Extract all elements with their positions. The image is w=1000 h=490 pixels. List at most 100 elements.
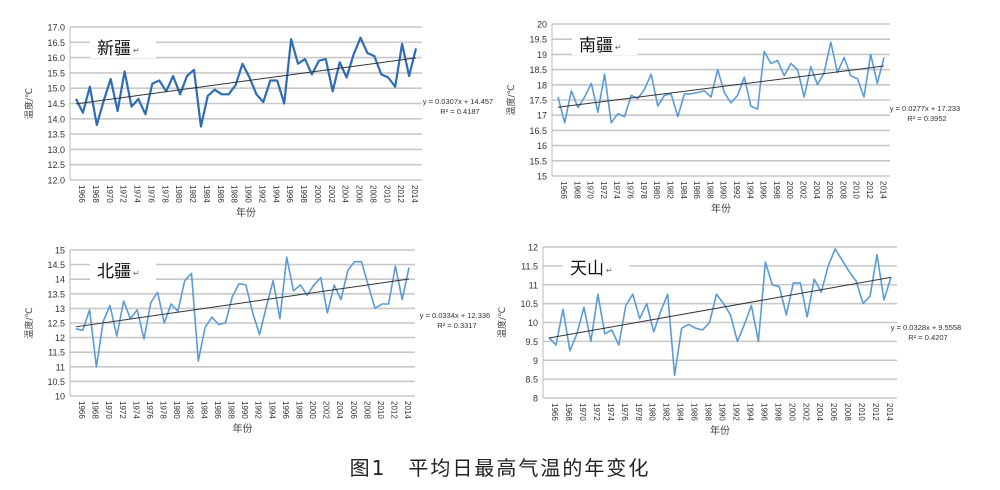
series-line	[557, 41, 885, 124]
x-tick-label: 2004	[335, 401, 344, 419]
x-tick-label: 1976	[620, 403, 629, 421]
chart-xinjiang: 12.0 12.5 13.0 13.5 14.0 14.5 15.0 15.5 16.0 16.5…	[23, 23, 493, 220]
x-tick-label: 2014	[410, 185, 419, 203]
title-background	[90, 36, 156, 58]
x-tick-label: 1994	[745, 181, 754, 199]
trend-equation: y = 0.0277x + 17.233	[890, 104, 960, 113]
x-tick-label: 1994	[267, 401, 276, 419]
return-mark-icon: ↵	[615, 43, 622, 52]
y-tick-label: 18.5	[529, 65, 547, 75]
x-tick-label: 2006	[355, 185, 364, 203]
x-tick-label: 2002	[801, 403, 810, 421]
x-tick-label: 1992	[731, 403, 740, 421]
trend-line	[75, 278, 410, 328]
chart-tianshan: 8 8.5 9 9.5 10 10.5 11 11.5 12 1966 1968 1970 1972 19…	[496, 243, 961, 438]
y-tick-label: 12.0	[47, 176, 65, 186]
x-tick-label: 1966	[77, 401, 86, 419]
x-tick-label: 1988	[230, 185, 239, 203]
y-tick-label: 14.5	[47, 260, 65, 270]
y-tick-label: 16.5	[47, 38, 65, 48]
x-tick-label: 1996	[285, 185, 294, 203]
y-tick-label: 15.5	[529, 156, 547, 166]
y-tick-label: 17.5	[529, 96, 547, 106]
x-tick-label: 1984	[676, 403, 685, 421]
x-tick-label: 1982	[662, 403, 671, 421]
x-tick-label: 2014	[878, 181, 887, 199]
x-tick-label: 2012	[390, 401, 399, 419]
y-tick-label: 12	[55, 333, 65, 343]
x-tick-label: 1982	[665, 181, 674, 199]
x-tick-label: 1974	[131, 401, 140, 419]
x-tick-label: 1984	[202, 185, 211, 203]
chart-beijiang: 10 10.5 11 11.5 12 12.5 13 13.5 14 14.5 15 1966 1968…	[23, 246, 490, 436]
x-tick-label: 2000	[313, 185, 322, 203]
x-tick-label: 1970	[586, 181, 595, 199]
trend-r2: R² = 0.3317	[437, 321, 476, 330]
x-tick-label: 2010	[852, 181, 861, 199]
trend-equation: y = 0.0334x + 12.336	[420, 311, 490, 320]
y-tick-label: 13.5	[47, 289, 65, 299]
x-tick-label: 1986	[213, 401, 222, 419]
y-tick-label: 11.5	[48, 348, 65, 358]
x-tick-label: 1972	[592, 403, 601, 421]
x-tick-label: 1976	[145, 401, 154, 419]
x-tick-label: 2004	[812, 181, 821, 199]
y-tick-label: 16.5	[529, 126, 547, 136]
x-axis-label: 年份	[711, 202, 731, 215]
x-axis-label: 年份	[233, 422, 253, 435]
chart-title: 北疆	[97, 262, 131, 282]
x-tick-label: 1972	[118, 401, 127, 419]
trend-line	[557, 65, 885, 108]
figure-caption: 图1 平均日最高气温的年变化	[0, 452, 1000, 481]
y-tick-label: 11	[56, 362, 65, 372]
x-tick-label: 2002	[799, 181, 808, 199]
y-tick-label: 9	[533, 356, 538, 366]
x-tick-label: 1994	[745, 403, 754, 421]
x-tick-label: 2012	[871, 403, 880, 421]
x-tick-label: 1968	[91, 185, 100, 203]
caption-text: 平均日最高气温的年变化	[408, 456, 651, 480]
series-line	[75, 256, 410, 368]
y-tick-label: 12.5	[47, 319, 65, 329]
x-tick-label: 2000	[308, 401, 317, 419]
x-tick-label: 2008	[362, 401, 371, 419]
x-tick-label: 2006	[349, 401, 358, 419]
trend-r2: R² = 0.4187	[440, 107, 479, 116]
x-tick-label: 1998	[772, 181, 781, 199]
y-tick-label: 19	[537, 50, 547, 60]
x-tick-label: 1986	[692, 181, 701, 199]
x-tick-label: 1994	[271, 185, 280, 203]
x-tick-label: 1980	[172, 401, 181, 419]
x-tick-label: 1986	[216, 185, 225, 203]
x-tick-label: 2012	[865, 181, 874, 199]
x-tick-label: 1972	[599, 181, 608, 199]
y-axis-label: 温度/℃	[505, 84, 517, 115]
x-axis-label: 年份	[236, 206, 256, 219]
x-tick-label: 1982	[186, 401, 195, 419]
x-tick-label: 2014	[403, 401, 412, 419]
series-line	[548, 248, 892, 377]
x-tick-label: 1988	[227, 401, 236, 419]
x-tick-label: 1992	[257, 185, 266, 203]
y-tick-label: 12.5	[47, 160, 65, 170]
y-tick-label: 14.0	[47, 114, 65, 124]
x-tick-label: 2008	[368, 185, 377, 203]
title-background	[90, 259, 156, 281]
x-tick-label: 1990	[240, 401, 249, 419]
x-tick-label: 1996	[759, 181, 768, 199]
x-tick-label: 1998	[773, 403, 782, 421]
x-tick-label: 1968	[91, 401, 100, 419]
x-tick-label: 2010	[382, 185, 391, 203]
x-tick-label: 1988	[704, 403, 713, 421]
x-tick-label: 1988	[705, 181, 714, 199]
x-tick-label: 2006	[825, 181, 834, 199]
trend-r2: R² = 0.4207	[908, 333, 947, 342]
x-tick-label: 1998	[299, 185, 308, 203]
x-axis-label: 年份	[710, 424, 730, 437]
title-background	[563, 256, 629, 278]
x-tick-label: 1984	[199, 401, 208, 419]
x-tick-label: 1990	[718, 403, 727, 421]
x-tick-label: 1972	[119, 185, 128, 203]
y-tick-label: 13.0	[47, 145, 65, 155]
x-tick-label: 1992	[254, 401, 263, 419]
